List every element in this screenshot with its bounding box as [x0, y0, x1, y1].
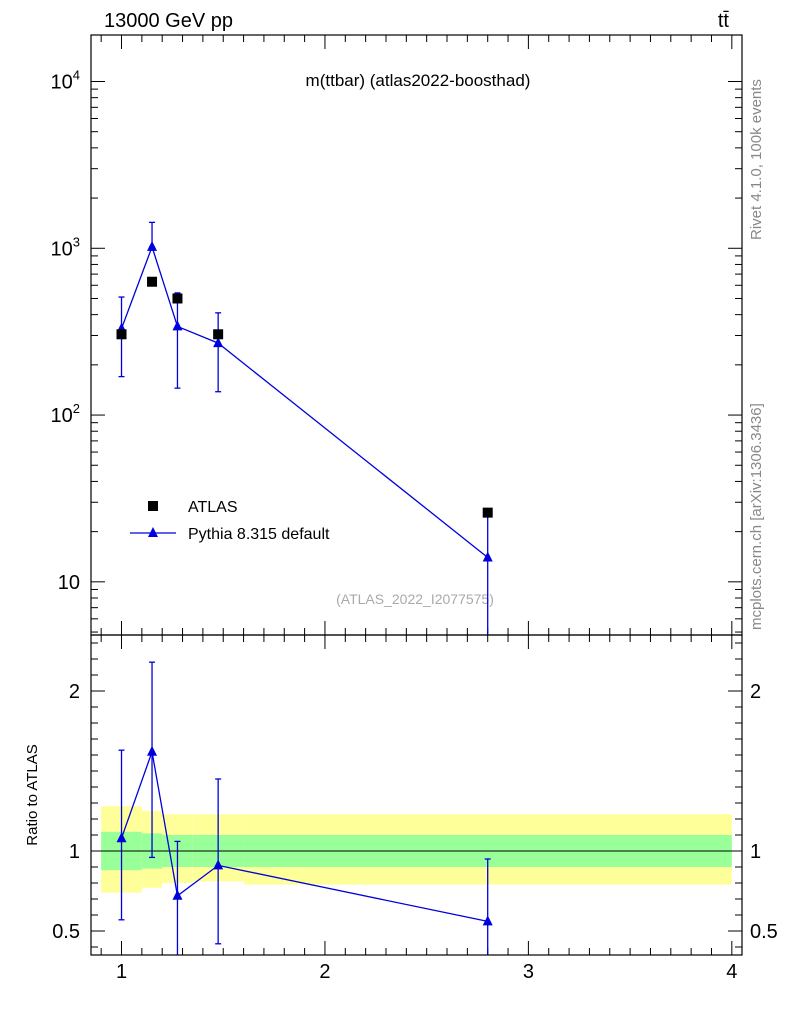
ratio-pythia-point [172, 889, 183, 900]
legend-pythia-marker [148, 527, 158, 537]
ratio-y-tick-label-right: 1 [750, 841, 761, 863]
ratio-x-tick-label: 1 [116, 961, 127, 983]
pythia-point [482, 551, 493, 562]
header-collision-label: 13000 GeV pp [104, 10, 233, 32]
ratio-y-tick-label: 2 [69, 681, 80, 703]
main-plot-panel: m(ttbar) (atlas2022-boosthad) (ATLAS_2022… [51, 34, 743, 636]
ratio-x-tick-label: 4 [726, 961, 737, 983]
atlas-data-point [172, 293, 183, 304]
main-plot-title: m(ttbar) (atlas2022-boosthad) [306, 71, 531, 90]
ratio-y-tick-label: 1 [69, 841, 80, 863]
main-plot-frame [90, 34, 743, 636]
main-y-tick-label: 102 [51, 401, 80, 427]
ratio-plot-panel: 0.5 0.5 1 1 2 2 1 2 3 4 Ratio to ATLAS [24, 634, 778, 983]
atlas-data-point [147, 276, 158, 287]
analysis-watermark: (ATLAS_2022_I2077575) [336, 591, 494, 607]
ratio-x-tick-label: 3 [523, 961, 534, 983]
rivet-version-label: Rivet 4.1.0, 100k events [748, 79, 765, 240]
pythia-point [147, 240, 158, 251]
ratio-plot-frame [90, 634, 743, 956]
header-process-label: tt̄ [718, 10, 730, 32]
ratio-y-tick-label-right: 0.5 [750, 921, 778, 943]
ratio-pythia-point [147, 745, 158, 756]
legend-pythia-label: Pythia 8.315 default [188, 526, 330, 543]
legend-atlas-label: ATLAS [188, 499, 238, 516]
ratio-pythia-point [213, 859, 224, 870]
mcplots-source-label: mcplots.cern.ch [arXiv:1306.3436] [748, 403, 765, 630]
atlas-data-point [116, 329, 127, 340]
atlas-data-point [213, 329, 224, 340]
atlas-data-point [482, 507, 493, 518]
legend-atlas-marker [148, 501, 158, 511]
ratio-y-tick-label: 0.5 [52, 921, 80, 943]
main-y-tick-label: 10 [58, 572, 80, 594]
main-y-tick-label: 104 [51, 67, 80, 93]
ratio-pythia-point [482, 915, 493, 926]
pythia-point [213, 337, 224, 348]
ratio-y-tick-label-right: 2 [750, 681, 761, 703]
main-y-tick-label: 103 [51, 234, 80, 260]
ratio-pythia-point [116, 832, 127, 843]
ratio-x-tick-label: 2 [319, 961, 330, 983]
ratio-y-axis-label: Ratio to ATLAS [24, 744, 41, 845]
pythia-point [172, 320, 183, 331]
